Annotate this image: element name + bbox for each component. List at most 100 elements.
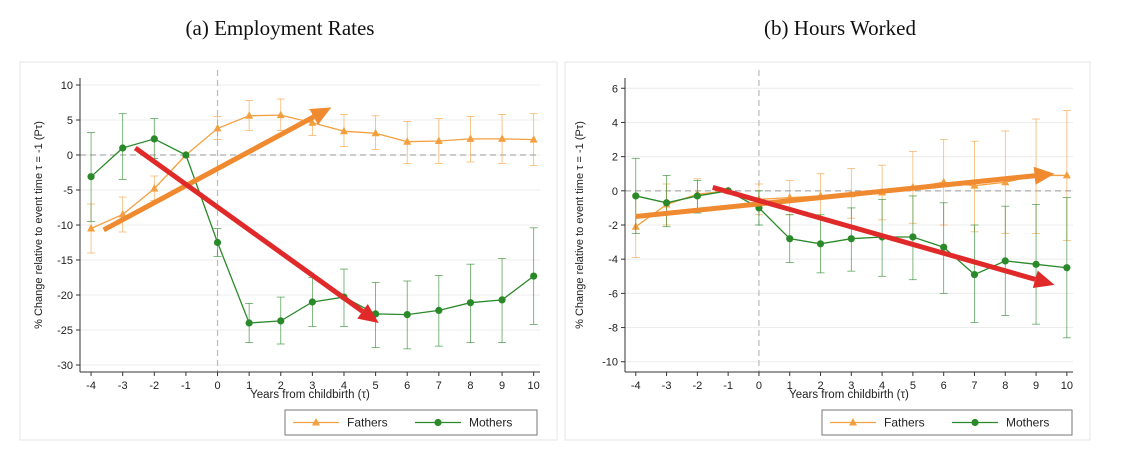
trend-arrow-head: [1032, 270, 1055, 288]
y-axis-title: % Change relative to event time τ = -1 (…: [33, 121, 45, 329]
chart-frame: [19, 61, 558, 441]
y-tick-label: 5: [67, 115, 73, 127]
chart-title: (a) Employment Rates: [185, 16, 375, 40]
mothers-point: [693, 192, 701, 200]
x-tick-label: 8: [1002, 380, 1008, 392]
mothers-point: [847, 235, 855, 243]
mothers-point: [1001, 257, 1009, 265]
mothers-point: [662, 199, 671, 207]
legend-box: [821, 409, 1073, 436]
x-tick-label: 1: [787, 380, 793, 392]
mothers-point: [816, 240, 825, 248]
legend-marker-mothers: [434, 418, 442, 427]
legend-label-mothers: Mothers: [1006, 416, 1049, 430]
trend-arrow-shaft: [712, 184, 1036, 282]
x-axis-title: Years from childbirth (τ): [789, 389, 909, 401]
x-tick-label: -3: [662, 380, 672, 392]
x-tick-label: 2: [278, 380, 284, 392]
y-tick-label: 0: [612, 186, 618, 198]
legend-marker-fathers: [849, 418, 857, 426]
x-tick-label: 1: [246, 380, 252, 392]
legend-marker-mothers: [971, 418, 979, 427]
fathers-point: [1062, 170, 1071, 179]
y-tick-label: -10: [57, 220, 73, 232]
y-tick-label: -10: [602, 357, 618, 369]
y-tick-label: -15: [57, 255, 73, 267]
x-tick-label: 3: [309, 380, 315, 392]
mothers-point: [632, 192, 640, 200]
x-tick-label: 10: [528, 380, 540, 392]
legend-marker-fathers: [312, 418, 320, 426]
trend-arrow-head: [357, 304, 379, 323]
x-tick-label: 6: [941, 380, 947, 392]
mothers-point: [909, 233, 917, 241]
fathers-point: [276, 110, 285, 119]
fathers-point: [87, 224, 96, 232]
trend-arrow-head: [1033, 166, 1055, 185]
x-tick-label: 5: [373, 380, 379, 392]
mothers-point: [786, 235, 794, 243]
mothers-point: [213, 238, 222, 247]
y-tick-label: -20: [57, 290, 73, 302]
x-tick-label: -4: [631, 380, 641, 392]
mothers-point: [1063, 264, 1071, 272]
panel-hours-worked: (b) Hours Worked 6 4 2 0 -2 -4 -6 -8 -10 -4 -3 -2 -1…: [560, 0, 1120, 465]
mothers-point: [403, 311, 411, 319]
y-tick-label: 0: [67, 150, 73, 162]
trend-arrow-head: [309, 107, 332, 125]
mothers-point: [466, 299, 475, 307]
x-tick-label: 6: [404, 380, 410, 392]
x-tick-label: -1: [723, 380, 733, 392]
mothers-point: [277, 317, 285, 325]
fathers-point: [434, 136, 443, 144]
fathers-point: [339, 126, 348, 135]
trend-arrow-shaft: [133, 145, 364, 314]
fathers-point: [308, 118, 317, 126]
chart-frame: [564, 61, 1091, 441]
fathers-point: [970, 181, 979, 189]
x-tick-label: 3: [848, 380, 854, 392]
x-tick-label: 7: [971, 380, 977, 392]
trend-arrow-shaft: [102, 114, 315, 233]
x-tick-label: 5: [910, 380, 916, 392]
x-axis-title: Years from childbirth (τ): [250, 389, 370, 401]
x-tick-label: 7: [436, 380, 442, 392]
x-tick-label: -4: [86, 380, 96, 392]
fathers-point: [118, 210, 127, 218]
mothers-point: [970, 270, 979, 279]
x-tick-label: -1: [181, 380, 191, 392]
trend-arrow-shaft: [635, 173, 1035, 219]
mothers-point: [1032, 260, 1040, 268]
x-tick-label: -2: [692, 380, 702, 392]
y-tick-label: -6: [608, 288, 618, 300]
mothers-point: [498, 296, 506, 304]
panel-employment-rates: (a) Employment Rates 10 5 0 -5 -10 -15 -20 -25-…: [0, 0, 560, 465]
y-tick-label: -2: [608, 220, 618, 232]
legend-label-fathers: Fathers: [884, 416, 925, 430]
x-tick-label: 0: [214, 380, 220, 392]
y-tick-label: 4: [612, 117, 618, 129]
fathers-point: [1001, 177, 1010, 186]
x-tick-label: 2: [817, 380, 823, 392]
fathers-point: [213, 123, 222, 132]
mothers-point: [182, 151, 190, 159]
legend-label-fathers: Fathers: [347, 416, 388, 430]
y-tick-label: -8: [608, 323, 618, 335]
x-tick-label: 9: [499, 380, 505, 392]
legend-label-mothers: Mothers: [469, 416, 512, 430]
y-tick-label: -30: [57, 360, 73, 372]
y-tick-label: 6: [612, 83, 618, 95]
x-tick-label: 10: [1061, 380, 1073, 392]
y-tick-label: -5: [63, 185, 73, 197]
mothers-point: [119, 144, 127, 152]
x-tick-label: 0: [756, 380, 762, 392]
fathers-point: [466, 134, 475, 142]
x-tick-label: -3: [118, 380, 128, 392]
mothers-point: [150, 135, 158, 143]
fathers-point: [498, 134, 507, 142]
mothers-point: [87, 173, 95, 181]
x-tick-label: 8: [467, 380, 473, 392]
y-tick-label: -25: [57, 325, 73, 337]
